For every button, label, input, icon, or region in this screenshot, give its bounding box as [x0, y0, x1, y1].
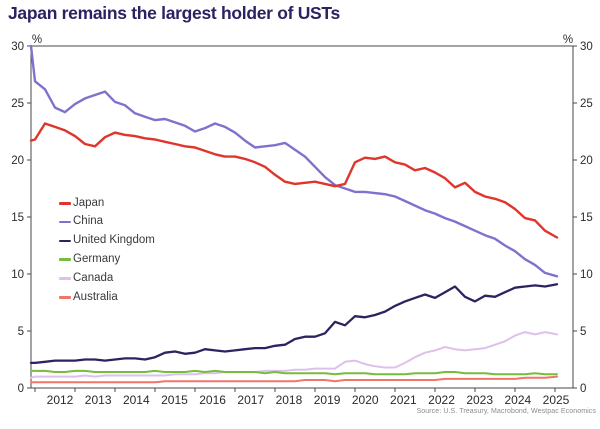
legend-swatch — [59, 220, 71, 224]
y-tick-label-right: 5 — [580, 326, 586, 338]
y-tick-label-left: 20 — [11, 155, 24, 167]
y-axis-unit-right: % — [563, 34, 573, 46]
line-canada — [30, 331, 558, 379]
y-tick-label-left: 15 — [11, 212, 24, 224]
legend-item-china: China — [59, 213, 155, 232]
legend-label: China — [73, 215, 104, 228]
line-united-kingdom — [29, 283, 559, 365]
line-germany — [30, 369, 558, 376]
x-tick-label: 2017 — [237, 393, 264, 407]
legend-label: United Kingdom — [73, 234, 155, 247]
legend-item-japan: Japan — [59, 194, 155, 213]
x-tick-label: 2021 — [390, 393, 417, 407]
legend-swatch — [59, 277, 71, 280]
legend-swatch — [59, 239, 71, 243]
x-tick-label: 2024 — [504, 393, 531, 407]
x-tick-label: 2020 — [352, 393, 379, 407]
legend-swatch — [59, 258, 71, 262]
chart-title: Japan remains the largest holder of USTs — [8, 3, 340, 23]
legend-label: Japan — [73, 196, 105, 209]
x-tick-label: 2015 — [161, 393, 188, 407]
x-tick-label: 2013 — [85, 393, 112, 407]
y-tick-label-right: 20 — [580, 155, 593, 167]
x-tick-label: 2018 — [276, 393, 303, 407]
y-axis-unit-left: % — [32, 34, 42, 46]
y-tick-label-left: 0 — [18, 383, 24, 395]
legend-swatch — [59, 202, 71, 205]
x-tick-label: 2023 — [466, 393, 493, 407]
legend-item-germany: Germany — [59, 250, 155, 269]
legend-label: Australia — [73, 290, 118, 303]
x-tick-label: 2019 — [314, 393, 341, 407]
x-tick-label: 2012 — [47, 393, 74, 407]
legend-label: Canada — [73, 271, 114, 284]
legend-item-australia: Australia — [59, 288, 155, 307]
x-tick-label: 2022 — [428, 393, 455, 407]
legend-label: Germany — [73, 253, 121, 266]
x-tick-label: 2016 — [199, 393, 226, 407]
legend-swatch — [59, 296, 71, 299]
y-tick-label-right: 15 — [580, 212, 593, 224]
line-japan — [29, 122, 559, 239]
x-tick-label: 2014 — [123, 393, 150, 407]
y-tick-label-left: 25 — [11, 98, 24, 110]
x-tick-label: 2025 — [543, 393, 570, 407]
y-tick-label-right: 10 — [580, 269, 593, 281]
y-tick-label-right: 30 — [580, 41, 593, 53]
line-australia — [30, 375, 558, 384]
y-tick-label-right: 25 — [580, 98, 593, 110]
y-tick-label-left: 10 — [11, 269, 24, 281]
y-tick-label-right: 0 — [580, 383, 586, 395]
legend-item-canada: Canada — [59, 269, 155, 288]
y-tick-label-left: 5 — [18, 326, 24, 338]
y-tick-label-left: 30 — [11, 41, 24, 53]
legend-item-united-kingdom: United Kingdom — [59, 232, 155, 251]
line-china — [29, 44, 559, 278]
chart-legend: Japan China United Kingdom Germany Canada Aus… — [59, 194, 155, 307]
source-note: Source: U.S. Treasury, Macrobond, Westpa… — [416, 408, 596, 415]
